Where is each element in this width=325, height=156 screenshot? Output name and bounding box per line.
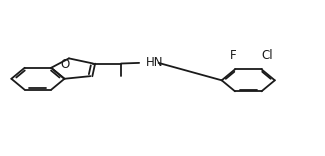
Text: O: O [60,58,70,71]
Text: HN: HN [146,56,164,69]
Text: F: F [230,49,237,62]
Text: Cl: Cl [262,49,273,62]
